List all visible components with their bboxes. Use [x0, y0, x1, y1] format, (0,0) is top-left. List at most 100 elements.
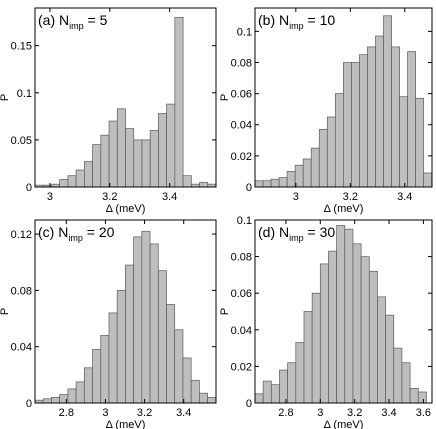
- y-tick-label-a: 0.1: [17, 88, 32, 100]
- x-tick-label-d: 3.6: [416, 407, 431, 419]
- bar-b-21: [415, 97, 425, 187]
- bar-d-3: [270, 384, 280, 403]
- bar-b-9: [318, 129, 328, 187]
- panel-n-symbol-a: N: [59, 12, 69, 28]
- panel-count-c: = 20: [83, 224, 115, 240]
- bar-d-6: [295, 342, 305, 403]
- y-tick-label-b: 0.06: [231, 89, 252, 101]
- y-tick-label-b: 0: [246, 182, 252, 194]
- bar-d-12: [344, 228, 354, 403]
- bar-b-7: [302, 158, 312, 187]
- x-tick-label-c: 2.8: [59, 407, 74, 419]
- y-tick-label-b: 0.1: [237, 26, 252, 38]
- bar-d-15: [368, 270, 378, 403]
- plot-frame-b: [254, 7, 433, 188]
- y-tick-label-d: 0: [246, 398, 252, 410]
- bar-a-6: [75, 169, 85, 187]
- bar-d-14: [360, 256, 370, 403]
- x-tick-label-a: 3.2: [102, 191, 117, 203]
- x-tick-label-b: 3: [293, 191, 299, 203]
- bar-b-12: [343, 62, 352, 187]
- bar-c-20: [190, 380, 200, 403]
- bar-d-16: [377, 296, 386, 403]
- y-tick-label-a: 0.15: [11, 41, 32, 53]
- bar-a-17: [166, 103, 176, 187]
- bar-d-2: [262, 380, 272, 403]
- panel-letter-d: (d): [258, 224, 279, 240]
- bar-b-6: [294, 164, 304, 187]
- x-tick-label-a: 3.4: [162, 191, 177, 203]
- bar-b-3: [270, 178, 280, 187]
- bar-c-8: [92, 349, 102, 403]
- bar-d-13: [352, 243, 362, 403]
- y-tick-label-c: 0.12: [11, 229, 32, 241]
- bar-a-16: [158, 113, 167, 187]
- bar-b-20: [407, 51, 417, 187]
- panel-b: 3 3.2 3.4 0 0.02 0.04 0.06 0.08 0.1 Δ (meV) P (b) N…: [219, 7, 433, 215]
- bar-d-4: [279, 369, 288, 403]
- panel-title-a: (a) Nimp = 5: [38, 12, 108, 31]
- panel-letter-c: (c): [38, 224, 58, 240]
- bars-d: [255, 225, 427, 403]
- y-tick-label-a: 0.05: [11, 135, 32, 147]
- panel-title-c: (c) Nimp = 20: [38, 224, 115, 243]
- y-tick-label-d: 0.1: [237, 215, 252, 227]
- bar-d-20: [409, 388, 419, 403]
- panel-letter-a: (a): [38, 12, 59, 28]
- panel-subscript-d: imp: [289, 233, 304, 243]
- bars-c: [35, 230, 216, 403]
- plot-frame-c: [34, 219, 217, 404]
- bar-a-5: [67, 175, 77, 187]
- panel-count-d: = 30: [304, 224, 336, 240]
- bar-d-11: [336, 225, 346, 403]
- y-axis-label-b: P: [219, 94, 231, 101]
- y-tick-label-b: 0.08: [231, 57, 252, 69]
- plot-frame-a: [34, 7, 217, 188]
- bar-a-14: [141, 139, 151, 187]
- bar-a-7: [84, 161, 93, 187]
- bar-c-13: [133, 236, 143, 403]
- bar-b-10: [326, 116, 336, 187]
- bar-b-16: [375, 35, 384, 187]
- bar-a-8: [92, 144, 102, 187]
- bar-b-19: [399, 96, 408, 187]
- bar-a-10: [108, 120, 118, 187]
- bar-c-19: [182, 357, 192, 403]
- panel-n-symbol-d: N: [279, 224, 289, 240]
- bar-c-11: [116, 290, 126, 403]
- bar-a-15: [149, 130, 159, 187]
- y-axis-label-a: P: [0, 94, 11, 101]
- bar-d-1: [255, 393, 264, 403]
- x-tick-label-d: 2.8: [278, 407, 293, 419]
- y-tick-label-a: 0: [26, 182, 32, 194]
- bar-c-21: [199, 392, 208, 403]
- bar-b-5: [286, 171, 296, 187]
- x-tick-label-b: 3.2: [343, 191, 358, 203]
- bar-a-4: [59, 179, 69, 187]
- y-axis-label-c: P: [0, 308, 11, 315]
- bar-a-12: [125, 128, 135, 187]
- x-tick-label-c: 3.2: [137, 407, 152, 419]
- x-axis-label-d: Δ (meV): [324, 419, 364, 429]
- panel-a: 3 3.2 3.4 0 0.05 0.1 0.15 Δ (meV) P (a) Nimp = 5: [0, 7, 217, 215]
- x-tick-label-d: 3.2: [347, 407, 362, 419]
- panel-count-b: = 10: [304, 12, 336, 28]
- bar-c-3: [51, 397, 61, 403]
- panel-subscript-a: imp: [69, 21, 84, 31]
- panel-title-d: (d) Nimp = 30: [258, 224, 335, 243]
- bars-b: [255, 15, 432, 187]
- bar-c-9: [100, 335, 110, 403]
- y-tick-label-b: 0.04: [231, 120, 252, 132]
- bar-b-2: [262, 180, 272, 187]
- x-tick-label-c: 3: [102, 407, 108, 419]
- bar-b-14: [359, 54, 368, 187]
- bar-b-11: [334, 93, 344, 187]
- y-tick-label-b: 0.02: [231, 151, 252, 163]
- x-tick-label-d: 3.4: [381, 407, 396, 419]
- bar-b-22: [423, 172, 432, 187]
- bar-b-13: [351, 62, 360, 187]
- bar-d-7: [303, 311, 313, 403]
- bar-a-13: [133, 139, 143, 187]
- bar-c-14: [141, 230, 151, 403]
